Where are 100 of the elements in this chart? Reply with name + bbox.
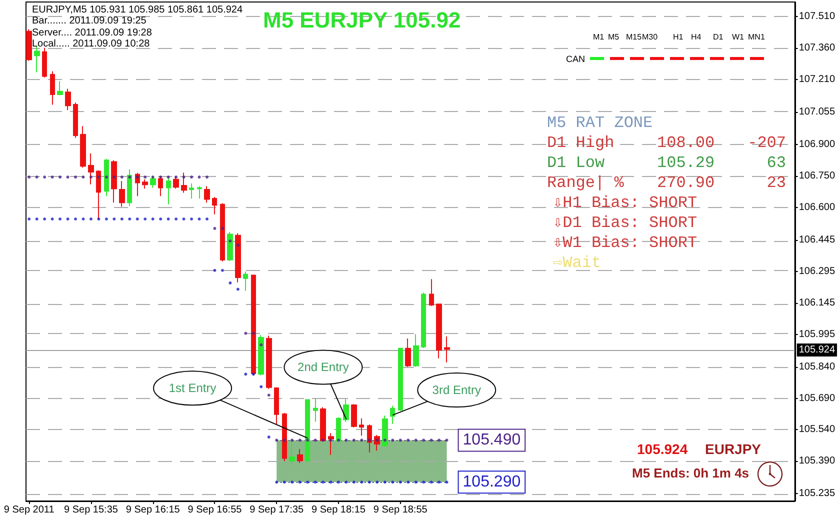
- candlestick: [142, 178, 148, 190]
- annotation: M5 Ends: 0h 1m 4s: [632, 466, 750, 480]
- point: [275, 480, 278, 484]
- candlestick: [212, 196, 217, 215]
- ref-line-label: 105.490: [462, 432, 521, 449]
- point: [267, 394, 270, 397]
- x-tick-label: 9 Sep 16:15: [126, 504, 180, 516]
- candlestick: [197, 186, 202, 200]
- point: [438, 480, 441, 484]
- candlestick: [181, 172, 187, 194]
- point: [104, 218, 108, 220]
- point: [329, 438, 332, 442]
- point: [438, 438, 441, 442]
- point: [314, 438, 317, 442]
- point: [66, 218, 70, 220]
- point: [213, 226, 216, 230]
- y-tick-label: 107.510: [798, 11, 836, 22]
- point: [50, 218, 54, 220]
- point: [267, 436, 270, 439]
- annotation: M30: [642, 32, 658, 42]
- candlestick: [274, 386, 279, 425]
- candlestick: [204, 186, 210, 204]
- candlestick: [320, 406, 326, 442]
- annotation: 270.90: [657, 174, 715, 192]
- y-tick-label: 107.210: [798, 74, 836, 86]
- candlestick: [173, 176, 179, 190]
- annotation: D1: [713, 32, 724, 42]
- annotation: 3rd Entry: [432, 383, 481, 398]
- candlestick: [57, 80, 63, 96]
- point: [198, 218, 201, 220]
- y-tick-label: 105.390: [798, 456, 836, 467]
- point: [82, 176, 85, 179]
- point: [220, 268, 224, 272]
- point: [368, 438, 371, 442]
- candlestick: [158, 176, 163, 197]
- point: [151, 218, 154, 220]
- point: [422, 438, 426, 442]
- candlestick: [34, 46, 40, 73]
- candlestick: [429, 278, 434, 307]
- candlestick: [343, 398, 349, 422]
- point: [344, 480, 348, 484]
- point: [360, 438, 364, 442]
- point: [336, 438, 340, 442]
- annotation: M5 RAT ZONE: [547, 114, 653, 132]
- point: [182, 176, 186, 179]
- point: [43, 176, 46, 179]
- candlestick: [436, 303, 442, 359]
- point: [128, 176, 132, 179]
- ref-line-label: 105.290: [462, 474, 521, 491]
- point: [252, 332, 255, 335]
- point: [282, 438, 286, 442]
- candlestick: [50, 70, 55, 106]
- point: [336, 480, 340, 484]
- point: [360, 480, 364, 484]
- candlestick: [80, 126, 86, 168]
- annotation: W1: [732, 32, 745, 42]
- annotation: 105.924: [637, 441, 688, 457]
- candlestick: [150, 176, 156, 188]
- point: [414, 438, 418, 442]
- point: [422, 480, 426, 484]
- point: [82, 218, 85, 220]
- annotation: ⇩H1 Bias: SHORT: [553, 194, 698, 212]
- point: [352, 438, 356, 442]
- point: [314, 480, 317, 484]
- candlestick: [189, 182, 194, 200]
- point: [66, 176, 70, 179]
- candlestick: [235, 232, 241, 283]
- point: [190, 176, 194, 179]
- point: [376, 438, 379, 442]
- point: [414, 480, 418, 484]
- candlestick: [421, 292, 426, 348]
- annotation: M1: [593, 32, 605, 42]
- point: [74, 176, 78, 179]
- annotation: ⇨Wait: [553, 254, 602, 272]
- point: [174, 176, 178, 179]
- candlestick: [359, 418, 364, 436]
- point: [28, 176, 31, 179]
- point: [166, 218, 170, 220]
- annotation: MN1: [748, 32, 766, 42]
- y-tick-label: 106.445: [798, 234, 836, 246]
- point: [50, 176, 54, 179]
- candlestick: [104, 158, 109, 197]
- point: [430, 480, 433, 484]
- point: [430, 438, 433, 442]
- point: [112, 218, 116, 220]
- point: [236, 288, 240, 291]
- annotation: 2nd Entry: [298, 360, 349, 374]
- point: [206, 218, 208, 220]
- annotation: Bar....... 2011.09.09 19:25: [32, 16, 147, 26]
- candlestick: [413, 334, 419, 368]
- candlestick: [258, 334, 264, 376]
- y-tick-label: 105.995: [798, 328, 836, 340]
- point: [322, 438, 325, 442]
- point: [166, 176, 170, 179]
- point: [151, 176, 154, 179]
- annotation: H1: [673, 32, 684, 42]
- point: [406, 438, 410, 442]
- candlestick: [297, 448, 303, 464]
- annotation: EURJPY,M5 105.931 105.985 105.861 105.924: [32, 4, 243, 16]
- candlestick: [119, 180, 125, 208]
